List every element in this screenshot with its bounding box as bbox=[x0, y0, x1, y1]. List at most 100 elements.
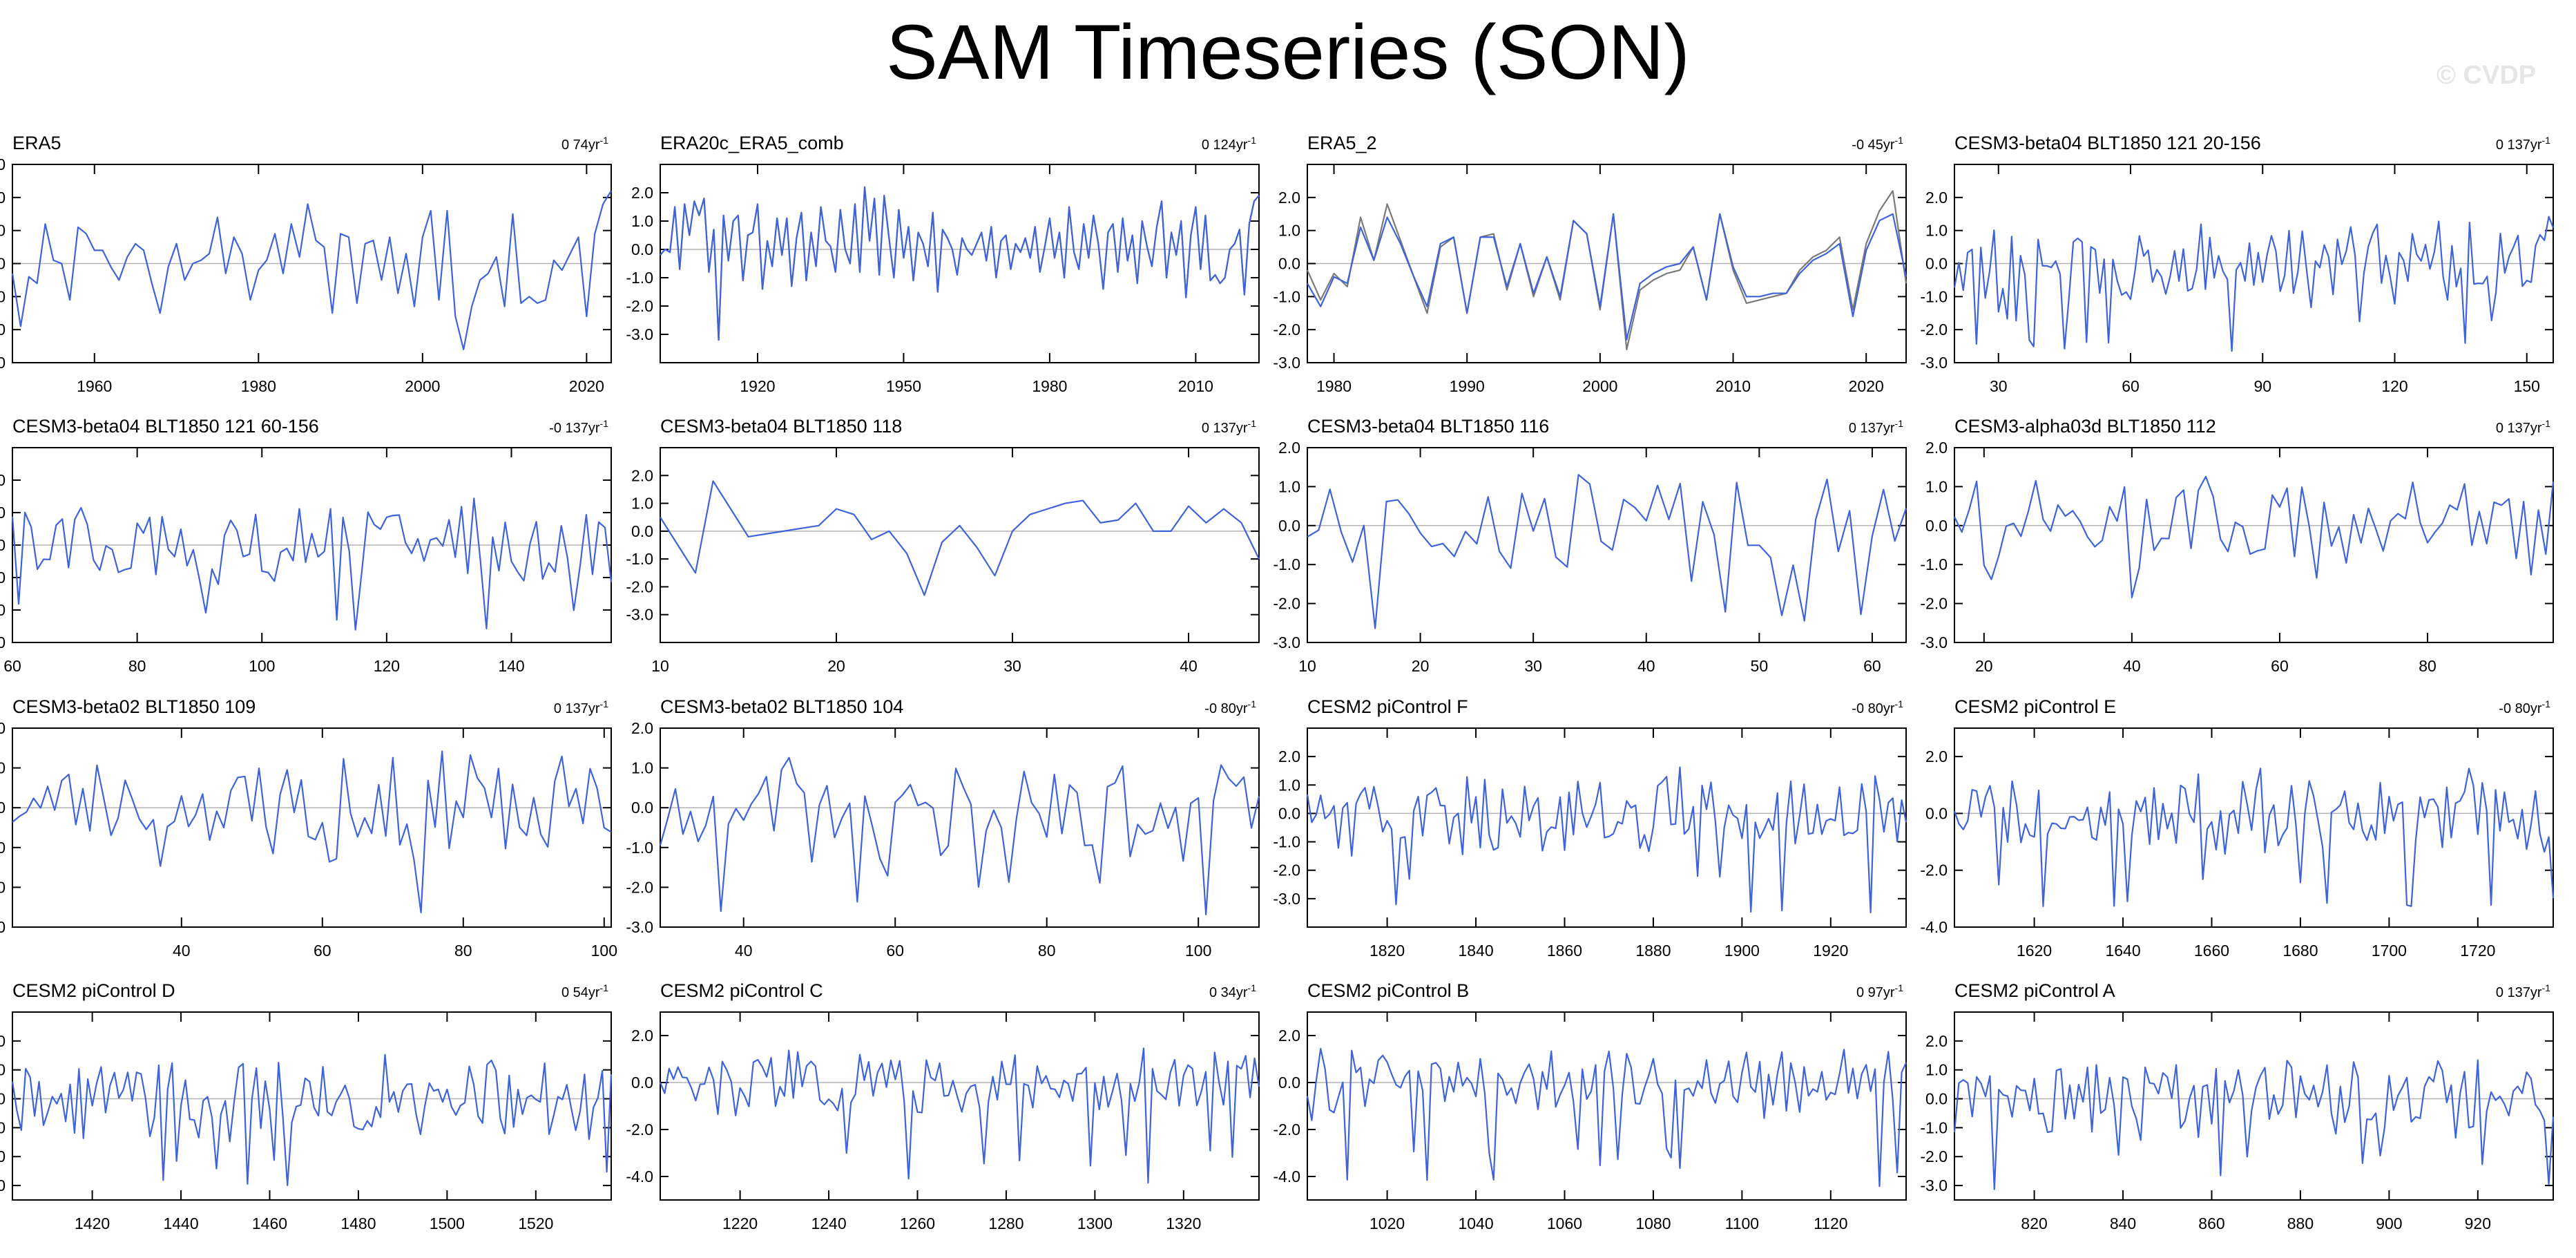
y-tick-label: 0.0 bbox=[1278, 1074, 1300, 1092]
x-tick-label: 40 bbox=[1180, 657, 1198, 675]
trend-label: 0 137yr-1 bbox=[2496, 418, 2550, 436]
y-tick-label: 1.0 bbox=[631, 495, 653, 513]
y-tick-label: -3.0 bbox=[1920, 633, 1948, 651]
chart-panel: CESM3-beta04 BLT1850 116 0 137yr-1 2.0 1.0 0… bbox=[1273, 416, 1907, 675]
y-tick-label: -3.0 bbox=[626, 325, 653, 343]
y-tick-label: -1.0 bbox=[0, 839, 6, 857]
x-tick-label: 1280 bbox=[988, 1214, 1023, 1232]
trend-label: -0 80yr-1 bbox=[1852, 698, 1903, 716]
series-line bbox=[12, 750, 612, 914]
chart-panel: CESM3-beta02 BLT1850 104 -0 80yr-1 2.0 1.0 0… bbox=[626, 696, 1260, 960]
y-tick-label: 0.0 bbox=[0, 536, 6, 554]
y-tick-label: 2.0 bbox=[1278, 747, 1300, 765]
x-tick-label: 120 bbox=[2381, 377, 2407, 395]
plot-frame bbox=[12, 727, 612, 928]
y-tick-label: -3.0 bbox=[626, 918, 653, 936]
cvdp-watermark: © CVDP bbox=[2436, 61, 2537, 90]
trend-label: 0 137yr-1 bbox=[1849, 418, 1903, 436]
x-tick-label: 100 bbox=[591, 942, 617, 960]
chart-title: CESM2 piControl C bbox=[660, 980, 823, 1001]
y-tick-label: -1.0 bbox=[626, 550, 653, 568]
x-tick-label: 30 bbox=[1003, 657, 1021, 675]
x-tick-label: 2010 bbox=[1715, 377, 1751, 395]
y-tick-label: -1.0 bbox=[0, 1118, 6, 1136]
x-tick-label: 120 bbox=[374, 657, 400, 675]
y-tick-label: 0.0 bbox=[631, 240, 653, 258]
y-tick-label: 1.0 bbox=[0, 759, 6, 777]
y-tick-label: -1.0 bbox=[1273, 555, 1300, 573]
chart-title: ERA20c_ERA5_comb bbox=[660, 133, 844, 153]
x-tick-label: 80 bbox=[2419, 657, 2436, 675]
chart-title: CESM3-beta04 BLT1850 118 bbox=[660, 416, 902, 437]
chart-title: CESM3-alpha03d BLT1850 112 bbox=[1954, 416, 2216, 437]
chart-panel: CESM2 piControl B 0 97yr-1 2.0 0.0 -2.0 -4.0 1… bbox=[1273, 980, 1907, 1232]
x-tick-label: 1820 bbox=[1369, 942, 1405, 960]
chart-title: ERA5_2 bbox=[1307, 133, 1377, 153]
y-tick-label: -2.0 bbox=[1273, 595, 1300, 613]
y-tick-label: -2.0 bbox=[1273, 321, 1300, 339]
x-tick-label: 1120 bbox=[1814, 1214, 1847, 1232]
y-tick-label: 2.0 bbox=[0, 719, 6, 737]
x-tick-label: 2000 bbox=[405, 377, 440, 395]
series-line bbox=[1953, 1059, 2555, 1190]
y-tick-label: 1.0 bbox=[631, 759, 653, 777]
y-tick-label: -3.0 bbox=[626, 606, 653, 624]
chart-panel: CESM3-beta04 BLT1850 121 20-156 0 137yr-1… bbox=[1920, 133, 2555, 395]
x-tick-label: 820 bbox=[2021, 1214, 2047, 1232]
plot-frame bbox=[1307, 727, 1907, 928]
plot-frame bbox=[1954, 1011, 2554, 1201]
y-tick-label: -2.0 bbox=[1920, 1147, 1948, 1165]
y-tick-label: 1.0 bbox=[1925, 1061, 1948, 1079]
y-tick-label: 2.0 bbox=[0, 1032, 6, 1050]
x-tick-label: 880 bbox=[2287, 1214, 2314, 1232]
chart-title: CESM2 piControl F bbox=[1307, 696, 1468, 717]
x-tick-label: 1020 bbox=[1369, 1214, 1405, 1232]
y-tick-label: 0.0 bbox=[1925, 517, 1948, 535]
y-tick-label: -3.0 bbox=[0, 354, 6, 372]
x-tick-label: 1500 bbox=[430, 1214, 465, 1232]
y-tick-label: 0.0 bbox=[1278, 804, 1300, 822]
y-tick-label: 2.0 bbox=[1278, 439, 1300, 457]
x-tick-label: 1220 bbox=[722, 1214, 758, 1232]
y-tick-label: -1.0 bbox=[1920, 1118, 1948, 1136]
x-tick-label: 60 bbox=[314, 942, 331, 960]
series-line bbox=[659, 756, 1260, 915]
x-tick-label: 1920 bbox=[740, 377, 775, 395]
y-tick-label: -3.0 bbox=[1273, 633, 1300, 651]
y-tick-label: -2.0 bbox=[626, 878, 653, 896]
y-tick-label: 2.0 bbox=[1925, 1032, 1948, 1050]
x-tick-label: 60 bbox=[3, 657, 21, 675]
plot-frame bbox=[12, 1011, 612, 1201]
series-line bbox=[1307, 213, 1907, 341]
y-tick-label: -2.0 bbox=[1920, 595, 1948, 613]
y-tick-label: 2.0 bbox=[1278, 1027, 1300, 1045]
y-tick-label: -1.0 bbox=[0, 569, 6, 587]
x-tick-label: 80 bbox=[1038, 942, 1056, 960]
trend-label: -0 45yr-1 bbox=[1852, 135, 1903, 153]
x-tick-label: 90 bbox=[2253, 377, 2271, 395]
y-tick-label: 1.0 bbox=[631, 212, 653, 230]
y-tick-label: -3.0 bbox=[0, 1176, 6, 1194]
series-line bbox=[1306, 1047, 1907, 1188]
y-tick-label: -3.0 bbox=[0, 918, 6, 936]
series-line bbox=[1307, 474, 1907, 629]
chart-panel: CESM3-alpha03d BLT1850 112 0 137yr-1 2.0 1.… bbox=[1920, 416, 2555, 675]
y-tick-label: -1.0 bbox=[1920, 555, 1948, 573]
y-tick-label: -2.0 bbox=[1920, 321, 1948, 339]
chart-panel: CESM2 piControl C 0 34yr-1 2.0 0.0 -2.0 -4.0 1… bbox=[626, 980, 1260, 1232]
x-tick-label: 1860 bbox=[1547, 942, 1582, 960]
x-tick-label: 150 bbox=[2514, 377, 2540, 395]
x-tick-label: 2000 bbox=[1582, 377, 1617, 395]
x-tick-label: 2020 bbox=[1849, 377, 1884, 395]
x-tick-label: 10 bbox=[1298, 657, 1316, 675]
y-tick-label: 2.0 bbox=[0, 189, 6, 207]
x-tick-label: 100 bbox=[1185, 942, 1211, 960]
chart-title: CESM2 piControl B bbox=[1307, 980, 1469, 1001]
y-tick-label: 0.0 bbox=[0, 799, 6, 817]
plot-frame bbox=[660, 164, 1260, 363]
y-tick-label: -2.0 bbox=[0, 1147, 6, 1165]
x-tick-label: 20 bbox=[827, 657, 845, 675]
y-tick-label: 3.0 bbox=[0, 155, 6, 173]
x-tick-label: 900 bbox=[2376, 1214, 2402, 1232]
chart-panel: ERA5_2 -0 45yr-1 2.0 1.0 0.0 -1.0 -2.0 -3.0 1980… bbox=[1273, 133, 1907, 395]
